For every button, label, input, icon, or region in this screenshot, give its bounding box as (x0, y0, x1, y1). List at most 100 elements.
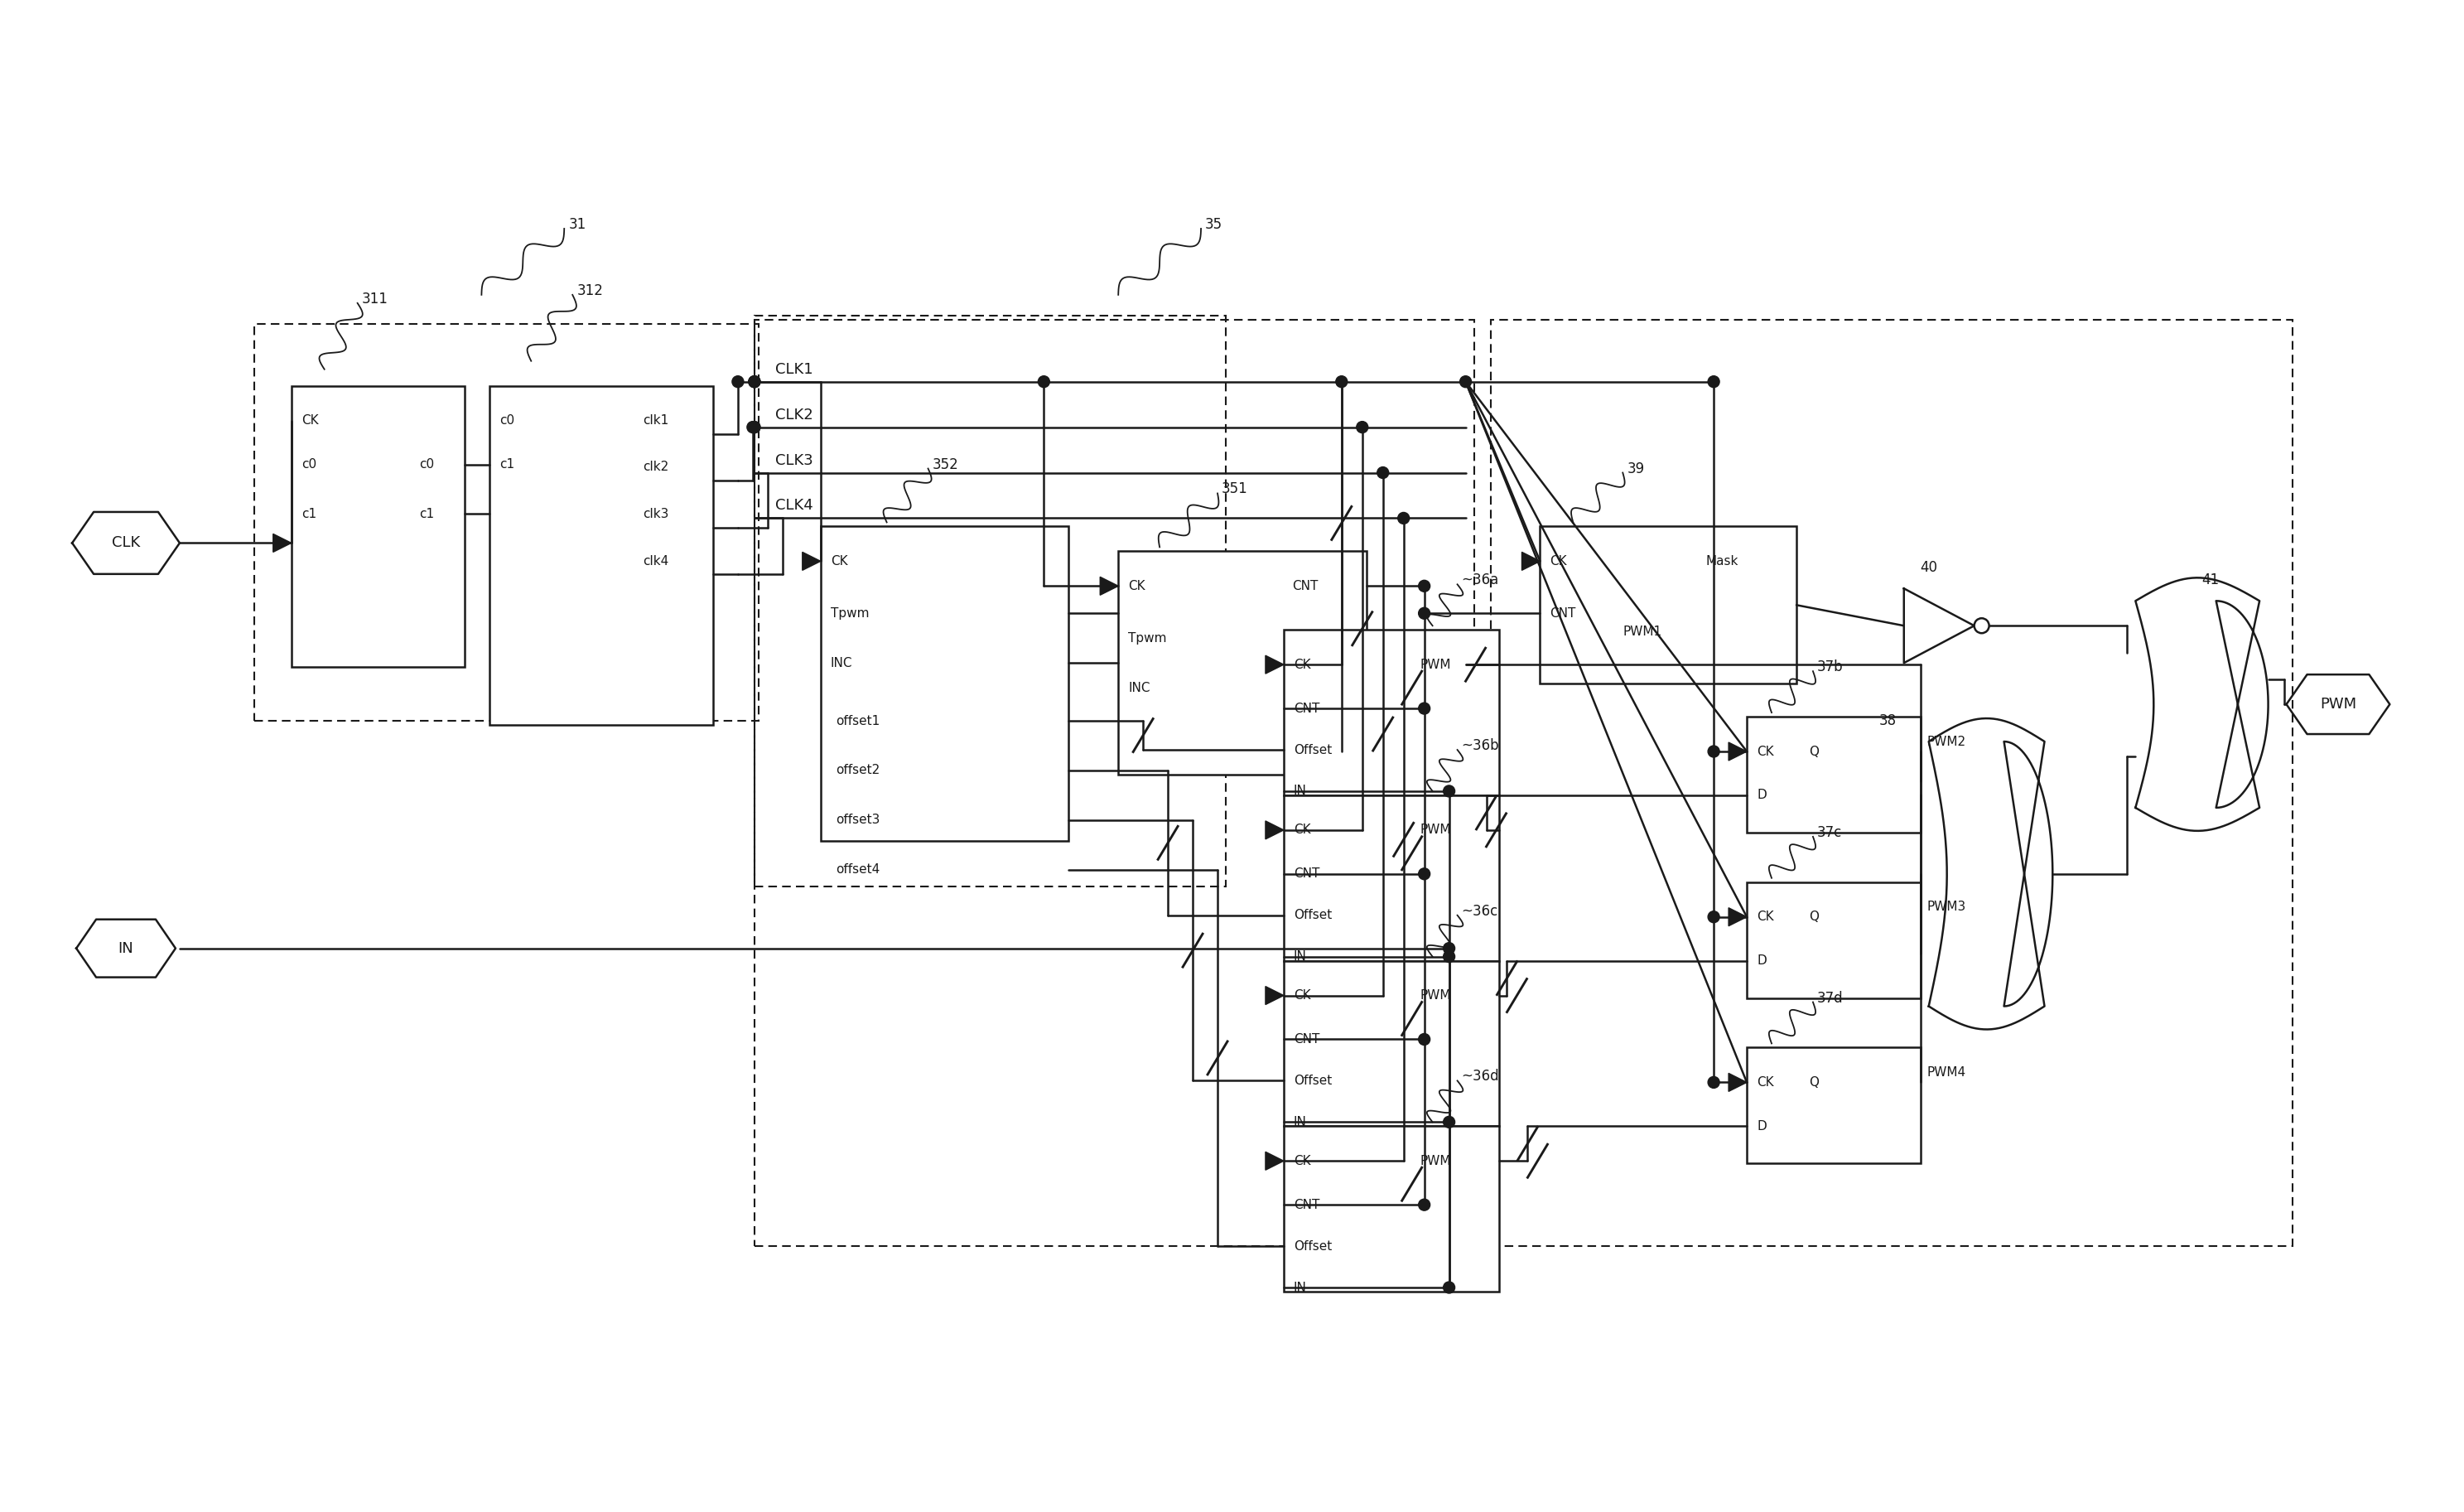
Text: Q: Q (1809, 910, 1818, 924)
Text: CK: CK (1129, 579, 1146, 593)
Text: PWM4: PWM4 (1927, 1066, 1966, 1078)
Text: PWM2: PWM2 (1927, 735, 1966, 748)
Text: ~36d: ~36d (1461, 1069, 1498, 1084)
Circle shape (1397, 513, 1409, 525)
Circle shape (749, 376, 761, 387)
Circle shape (1444, 785, 1454, 797)
Text: 351: 351 (1222, 482, 1247, 496)
Text: clk3: clk3 (643, 508, 668, 520)
Polygon shape (1266, 656, 1284, 674)
Text: Mask: Mask (1705, 555, 1737, 567)
Bar (1284, 795, 1498, 960)
Text: c0: c0 (301, 458, 315, 470)
Circle shape (1974, 618, 1988, 634)
Text: 37d: 37d (1816, 990, 1843, 1005)
Text: CK: CK (1294, 989, 1311, 1001)
Circle shape (1419, 1034, 1429, 1045)
Circle shape (1419, 608, 1429, 618)
Polygon shape (1266, 986, 1284, 1004)
Polygon shape (274, 534, 291, 552)
Circle shape (749, 376, 761, 387)
Circle shape (1708, 912, 1720, 922)
Bar (1540, 526, 1796, 683)
Text: CNT: CNT (1291, 579, 1318, 593)
Bar (754, 316, 1225, 886)
Polygon shape (1266, 1152, 1284, 1170)
Text: CLK4: CLK4 (776, 499, 813, 513)
Text: 38: 38 (1880, 714, 1897, 729)
Polygon shape (1929, 718, 2053, 1030)
Polygon shape (1523, 552, 1540, 570)
Text: clk2: clk2 (643, 461, 668, 473)
Text: D: D (1757, 954, 1767, 968)
Polygon shape (1905, 588, 1974, 662)
Text: clk1: clk1 (643, 414, 668, 426)
Text: CNT: CNT (1294, 702, 1321, 715)
Text: PWM1: PWM1 (1624, 626, 1661, 638)
Text: INC: INC (830, 656, 853, 670)
Circle shape (749, 422, 761, 432)
Polygon shape (1730, 907, 1747, 925)
Text: clk4: clk4 (643, 555, 668, 567)
Circle shape (1444, 1282, 1454, 1293)
Text: 352: 352 (931, 457, 958, 472)
Text: Offset: Offset (1294, 1075, 1333, 1087)
Text: PWM: PWM (2319, 697, 2356, 712)
Text: 40: 40 (1919, 561, 1937, 575)
Bar (754, 319, 1473, 1246)
Text: Offset: Offset (1294, 909, 1333, 921)
Circle shape (1419, 703, 1429, 714)
Text: c1: c1 (419, 508, 434, 520)
Text: CK: CK (1757, 1077, 1774, 1089)
Bar (254, 324, 759, 721)
Circle shape (1419, 868, 1429, 880)
Text: CK: CK (1294, 824, 1311, 836)
Text: c1: c1 (301, 508, 315, 520)
Text: CLK1: CLK1 (776, 361, 813, 376)
Circle shape (1444, 942, 1454, 954)
Text: offset2: offset2 (835, 764, 880, 777)
Text: Q: Q (1809, 745, 1818, 758)
Circle shape (1708, 1077, 1720, 1089)
Text: IN: IN (1294, 951, 1306, 963)
Bar (1747, 881, 1919, 998)
Circle shape (1419, 581, 1429, 591)
Polygon shape (1099, 578, 1119, 596)
Text: PWM: PWM (1419, 989, 1451, 1001)
Circle shape (747, 422, 759, 432)
Text: offset1: offset1 (835, 715, 880, 727)
Bar (490, 386, 712, 724)
Text: offset4: offset4 (835, 863, 880, 875)
Text: ~36c: ~36c (1461, 904, 1498, 919)
Text: D: D (1757, 789, 1767, 801)
Bar (1747, 1048, 1919, 1163)
Circle shape (749, 422, 761, 432)
Text: 311: 311 (362, 292, 387, 307)
Circle shape (1335, 376, 1348, 387)
Text: CLK: CLK (111, 535, 140, 550)
Circle shape (1708, 745, 1720, 758)
Text: 312: 312 (577, 283, 604, 298)
Text: c1: c1 (500, 458, 515, 470)
Circle shape (1444, 951, 1454, 963)
Text: 39: 39 (1626, 461, 1643, 476)
Circle shape (1459, 376, 1471, 387)
Polygon shape (803, 552, 821, 570)
Text: D: D (1757, 1120, 1767, 1132)
Text: 31: 31 (569, 218, 586, 231)
Text: PWM: PWM (1419, 824, 1451, 836)
Text: CNT: CNT (1294, 868, 1321, 880)
Bar (1284, 1126, 1498, 1291)
Text: 37c: 37c (1816, 826, 1843, 841)
Text: CLK3: CLK3 (776, 452, 813, 467)
Circle shape (1708, 376, 1720, 387)
Bar (1491, 319, 2292, 1246)
Bar (1747, 717, 1919, 833)
Text: IN: IN (1294, 785, 1306, 797)
Text: PWM: PWM (1419, 658, 1451, 671)
Text: CK: CK (830, 555, 848, 567)
Text: ~36a: ~36a (1461, 573, 1498, 588)
Text: IN: IN (1294, 1281, 1306, 1294)
Bar (1284, 631, 1498, 795)
Text: CNT: CNT (1294, 1199, 1321, 1211)
